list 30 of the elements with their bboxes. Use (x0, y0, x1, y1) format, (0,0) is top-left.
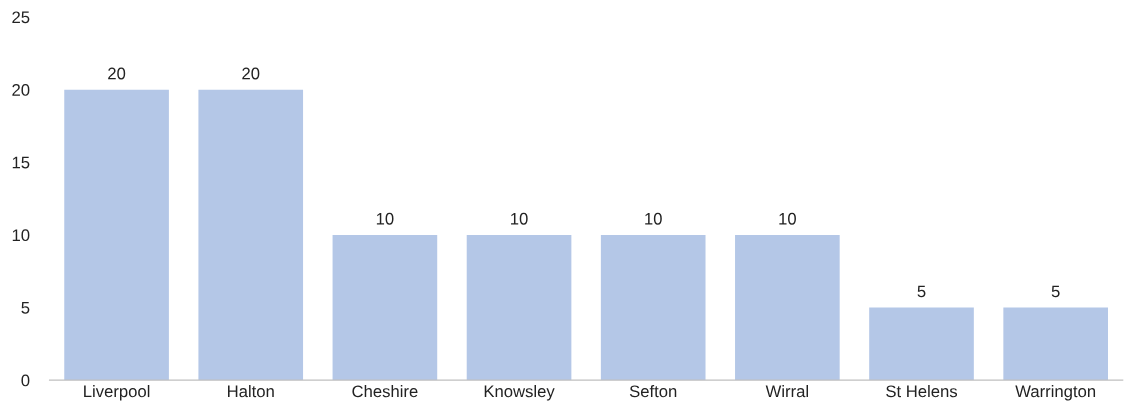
data-label: 5 (1051, 285, 1060, 298)
data-label: 5 (917, 285, 926, 298)
y-tick-label: 20 (12, 84, 30, 96)
y-tick-label: 25 (12, 11, 30, 24)
y-tick-label: 15 (12, 156, 30, 169)
bar (600, 234, 706, 381)
bar (198, 89, 304, 381)
bar (1003, 307, 1108, 381)
x-tick-label: Wirral (765, 385, 808, 398)
data-label: 10 (779, 212, 796, 225)
x-tick-label: Liverpool (84, 385, 150, 401)
x-tick-label: Knowsley (484, 385, 555, 401)
y-tick-label: 0 (21, 374, 30, 387)
data-label: 20 (242, 67, 260, 80)
bar (64, 89, 169, 381)
bar (735, 234, 840, 381)
x-tick-label: St Helens (886, 385, 958, 398)
y-tick-label: 10 (12, 229, 30, 242)
bar (466, 234, 572, 381)
x-tick-label: Cheshire (352, 385, 418, 398)
data-label: 10 (376, 212, 394, 225)
data-label: 10 (645, 212, 662, 225)
x-tick-label: Warrington (1015, 385, 1096, 401)
x-tick-label: Halton (228, 385, 274, 398)
y-tick-label: 5 (21, 302, 30, 314)
data-label: 20 (108, 67, 126, 80)
bar (869, 307, 974, 381)
data-label: 10 (511, 212, 528, 225)
x-tick-label: Sefton (629, 385, 677, 398)
bar (332, 234, 438, 381)
